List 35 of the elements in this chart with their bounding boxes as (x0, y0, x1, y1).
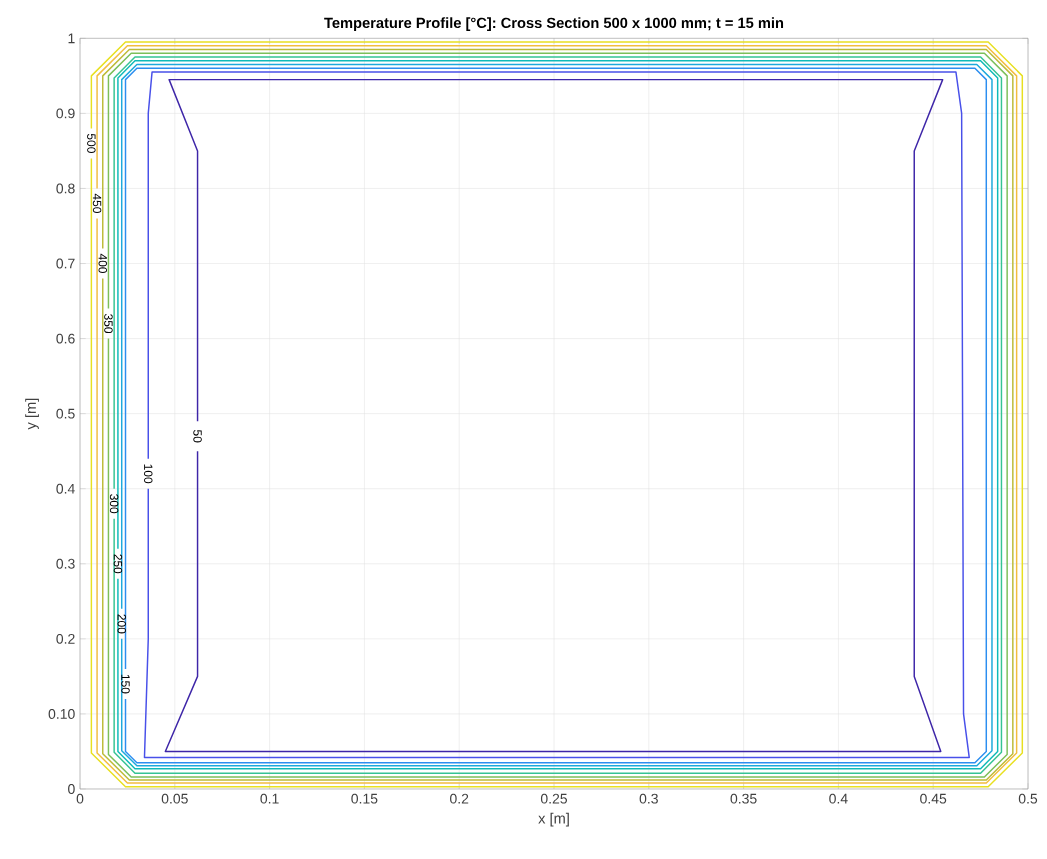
text: 500 (87, 133, 96, 153)
x-axis-title: x [m] (538, 812, 569, 827)
x-tick-label: 0.25 (540, 793, 568, 804)
text: 250 (113, 554, 123, 574)
x-tick-label: 0.5 (1018, 793, 1038, 804)
y-tick-label: 0.7 (56, 258, 75, 269)
text: 200 (117, 614, 126, 634)
x-tick-label: 0.45 (920, 793, 947, 804)
x-tick-label: 0.35 (730, 793, 757, 804)
y-tick-label: 0 (68, 784, 75, 794)
y-tick-label: 0.6 (56, 333, 75, 344)
y-tick-label: 0.10 (48, 708, 75, 719)
text: 50 (193, 429, 202, 443)
chart-title: Temperature Profile [°C]: Cross Section 500 x 1000 mm; t = 15 min (324, 17, 784, 31)
x-tick-label: 0.4 (829, 793, 848, 804)
text: 400 (98, 253, 108, 274)
text: 100 (144, 464, 153, 484)
y-tick-label: 0.9 (56, 108, 75, 119)
text: 300 (109, 494, 119, 514)
x-tick-label: 0 (76, 793, 84, 804)
y-tick-label: 0.4 (56, 483, 75, 494)
text: 150 (121, 674, 130, 694)
y-tick-label: 1 (68, 33, 75, 44)
y-tick-label: 0.2 (56, 633, 75, 644)
x-tick-label: 0.1 (260, 793, 279, 804)
y-axis-title: y [m] (25, 398, 39, 430)
x-tick-label: 0.05 (161, 793, 188, 804)
x-tick-label: 0.2 (450, 793, 469, 804)
y-tick-label: 0.3 (56, 558, 75, 569)
x-tick-label: 0.3 (639, 793, 658, 804)
text: 350 (104, 314, 113, 334)
y-tick-label: 0.5 (56, 408, 75, 419)
text: 450 (92, 193, 102, 214)
x-tick-label: 0.15 (351, 793, 378, 804)
y-tick-label: 0.8 (56, 183, 75, 194)
